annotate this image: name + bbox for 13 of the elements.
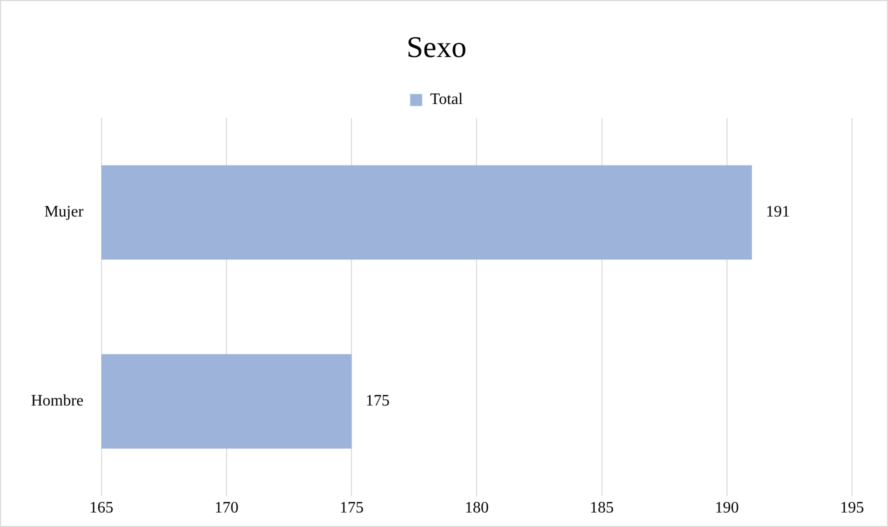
x-tick-label: 195 [840,500,864,517]
x-tick-label: 180 [464,500,489,517]
x-tick-label: 165 [89,500,114,517]
x-tick-label: 190 [714,500,739,517]
y-tick-label: Hombre [30,392,84,410]
x-tick-label: 185 [590,500,614,517]
data-label: 175 [366,392,390,410]
x-tick-label: 175 [340,500,364,517]
legend-label: Total [430,91,464,108]
y-tick-label: Mujer [44,204,84,221]
x-tick-label: 170 [214,500,239,517]
chart-title: Sexo [406,30,466,64]
data-label: 191 [766,204,790,221]
